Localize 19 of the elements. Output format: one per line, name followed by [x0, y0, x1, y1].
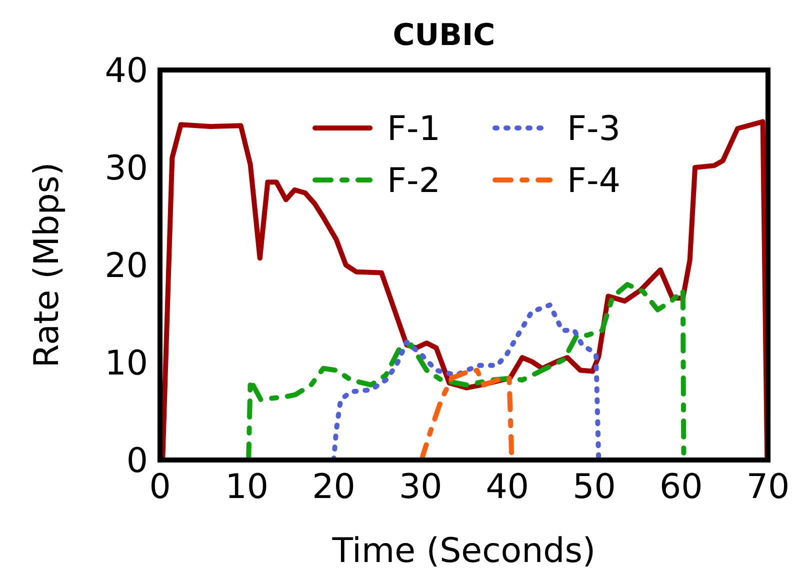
legend-label: F-2	[387, 160, 440, 201]
x-axis-title: Time (Seconds)	[331, 531, 596, 571]
chart-title: CUBIC	[392, 18, 496, 53]
y-tick-label: 0	[126, 440, 148, 481]
legend-label: F-4	[567, 160, 620, 201]
y-tick-label: 20	[104, 246, 148, 286]
x-tick-label: 20	[312, 467, 356, 508]
y-tick-label: 10	[104, 343, 148, 384]
legend-label: F-3	[567, 108, 620, 149]
x-tick-label: 40	[486, 467, 530, 508]
x-tick-label: 30	[398, 467, 442, 508]
x-tick-label: 50	[572, 467, 616, 508]
y-tick-label: 30	[104, 148, 148, 188]
x-tick-label: 10	[225, 467, 268, 508]
y-axis-title: Rate (Mbps)	[27, 162, 67, 368]
y-tick-label: 40	[104, 50, 148, 91]
legend-label: F-1	[387, 108, 440, 149]
x-tick-label: 60	[660, 467, 703, 508]
x-tick-label: 70	[746, 467, 790, 508]
